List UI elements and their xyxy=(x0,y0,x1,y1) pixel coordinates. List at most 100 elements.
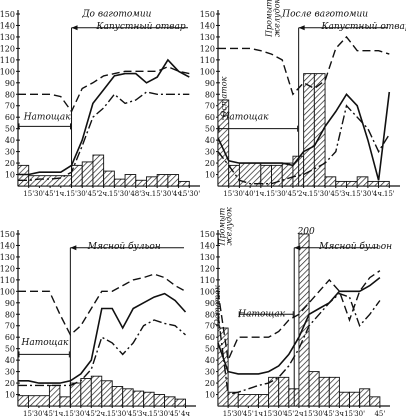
y-tick-label: 100 xyxy=(200,287,215,296)
histogram-bar xyxy=(156,174,169,187)
x-tick-label: 15' xyxy=(304,410,315,418)
histogram-bar xyxy=(346,180,358,187)
histogram-bar xyxy=(303,73,315,187)
histogram-bar xyxy=(90,375,103,407)
y-tick-label: 20 xyxy=(205,159,215,168)
histogram-bar xyxy=(59,396,71,407)
x-tick-label: 1ч. xyxy=(55,190,66,198)
y-tick-label: 70 xyxy=(5,322,15,331)
histogram-bar xyxy=(28,175,72,187)
histogram-bar xyxy=(28,395,50,407)
series-line-dashdot xyxy=(217,104,390,185)
y-tick-label: 140 xyxy=(200,241,215,250)
y-tick-label: 60 xyxy=(5,113,15,122)
x-tick-label: 2ч. xyxy=(98,190,109,198)
y-tick-label: 30 xyxy=(205,368,215,377)
x-tick-label: 45' xyxy=(170,410,181,418)
y-tick-label: 40 xyxy=(5,136,15,145)
y-tick-label: 130 xyxy=(0,253,15,262)
series-line-dashdot xyxy=(18,319,186,387)
histogram-bar xyxy=(17,164,30,187)
x-tick-label: 45' xyxy=(324,410,335,418)
x-tick-label: 15' xyxy=(66,190,77,198)
y-tick-label: 130 xyxy=(200,253,215,262)
x-tick-label: 15' xyxy=(223,190,234,198)
x-tick-label: 30' xyxy=(159,410,170,418)
series-line-dashed xyxy=(18,65,190,113)
x-tick-label: 3ч. xyxy=(141,190,152,198)
y-tick-label: 130 xyxy=(200,33,215,42)
y-tick-label: 150 xyxy=(200,230,215,239)
histogram-bar xyxy=(356,176,369,187)
annotation-label: Остаток xyxy=(220,76,229,117)
y-tick-label: 70 xyxy=(205,102,215,111)
y-tick-label: 80 xyxy=(205,310,215,319)
x-tick-label: 30' xyxy=(354,410,365,418)
y-tick-label: 150 xyxy=(0,10,15,19)
y-tick-label: 100 xyxy=(0,287,15,296)
x-tick-label: 15' xyxy=(107,410,118,418)
histogram-bar xyxy=(328,376,340,407)
annotation-label: желудок xyxy=(224,207,233,245)
histogram-bar xyxy=(80,378,92,407)
histogram-bar xyxy=(178,180,190,187)
histogram-bar xyxy=(324,176,337,187)
series-line-dashed xyxy=(18,273,186,337)
annotation-label: 200 xyxy=(297,227,315,237)
y-tick-label: 150 xyxy=(200,10,215,19)
histogram-bar xyxy=(318,376,330,407)
y-tick-label: 40 xyxy=(205,356,215,365)
series-line-dashed xyxy=(217,270,381,363)
y-tick-label: 140 xyxy=(0,241,15,250)
x-tick-label: 45' xyxy=(374,410,385,418)
x-tick-label: 15' xyxy=(263,410,274,418)
y-tick-label: 110 xyxy=(200,56,215,65)
y-tick-label: 70 xyxy=(205,322,215,331)
y-tick-label: 140 xyxy=(0,21,15,30)
stimulus-arrow xyxy=(70,245,77,251)
x-tick-label: 45' xyxy=(45,190,56,198)
x-tick-label: 3ч. xyxy=(138,410,149,418)
histogram-bar xyxy=(308,371,320,407)
x-tick-label: 15' xyxy=(384,190,395,198)
y-tick-label: 70 xyxy=(5,102,15,111)
histogram-bar xyxy=(69,382,82,407)
histogram-bar xyxy=(164,396,176,407)
series-line-dashdot xyxy=(217,292,381,396)
x-tick-label: 2ч. xyxy=(96,410,107,418)
annotation-label: Натощак xyxy=(237,310,286,320)
histogram-bar xyxy=(338,391,350,407)
annotation-label: До ваготомии xyxy=(81,9,151,19)
x-tick-label: 30' xyxy=(120,190,131,198)
x-tick-label: 30' xyxy=(117,410,128,418)
histogram-bar xyxy=(359,388,371,407)
y-tick-label: 60 xyxy=(205,333,215,342)
x-tick-label: 15' xyxy=(109,190,120,198)
x-tick-label: 30' xyxy=(314,410,325,418)
histogram-bar xyxy=(48,384,61,407)
series-line-solid xyxy=(18,58,190,176)
x-tick-label: 30' xyxy=(75,410,86,418)
annotation-label: желудок xyxy=(272,0,281,37)
histogram-bar xyxy=(367,180,380,187)
x-tick-label: 15' xyxy=(309,190,320,198)
y-tick-label: 20 xyxy=(205,379,215,388)
x-tick-label: 45' xyxy=(44,410,55,418)
annotation-label: Промыт xyxy=(218,207,227,246)
y-tick-label: 50 xyxy=(205,125,215,134)
y-tick-label: 30 xyxy=(5,368,15,377)
y-tick-label: 10 xyxy=(5,391,15,400)
x-tick-label: 30' xyxy=(233,410,244,418)
x-tick-label: 1ч. xyxy=(255,190,266,198)
histogram-bar xyxy=(227,391,239,407)
y-tick-label: 120 xyxy=(0,264,15,273)
y-tick-label: 90 xyxy=(205,79,215,88)
y-tick-label: 50 xyxy=(5,345,15,354)
x-tick-label: 3ч xyxy=(335,410,344,418)
x-tick-label: 45' xyxy=(86,410,97,418)
y-tick-label: 60 xyxy=(5,333,15,342)
x-tick-label: 15' xyxy=(23,410,34,418)
x-tick-label: 15' xyxy=(149,410,160,418)
